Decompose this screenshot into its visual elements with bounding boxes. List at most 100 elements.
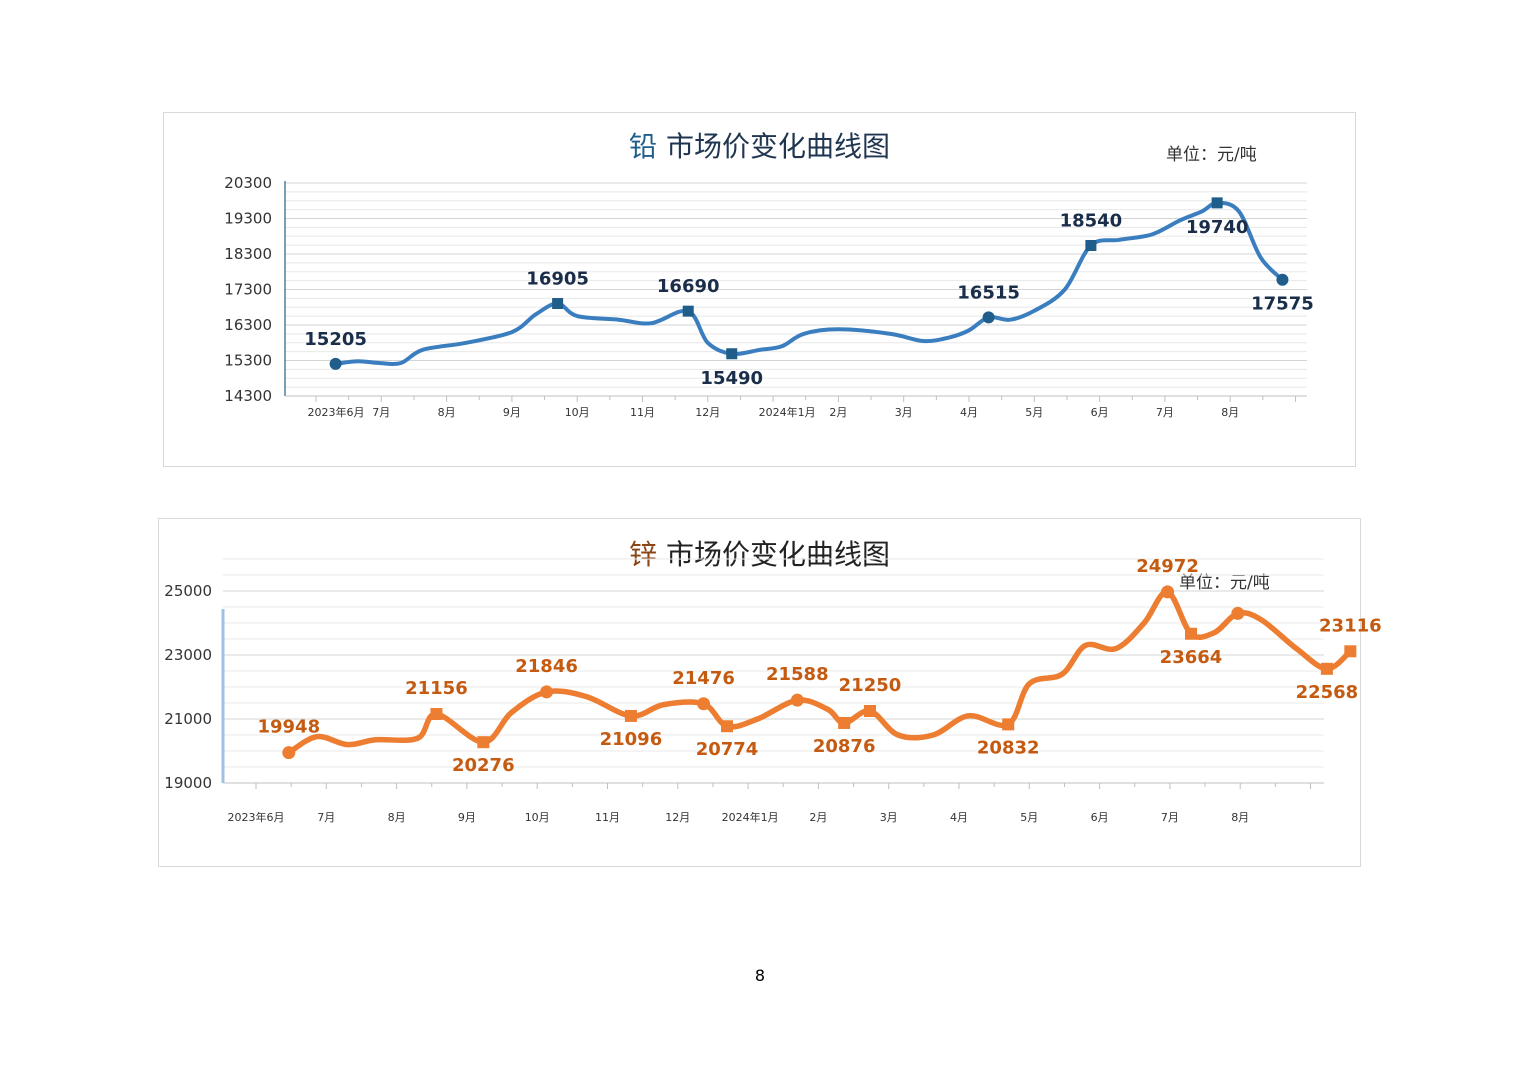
title-metal: 锌 (629, 538, 658, 571)
data-label: 16690 (657, 276, 720, 297)
lead-chart-svg: 14300 15300 16300 17300 18300 19300 20300 2023年… (224, 174, 1314, 419)
x-tick-label: 10月 (525, 811, 550, 824)
data-label: 21096 (600, 729, 663, 750)
x-tick-label: 2023年6月 (228, 810, 285, 824)
data-point-marker (624, 709, 637, 722)
data-label: 20876 (813, 736, 876, 757)
x-tick-label: 2023年6月 (308, 405, 365, 419)
y-tick-label: 21000 (164, 710, 212, 728)
x-tick-label: 3月 (895, 406, 913, 419)
unit-label: 单位：元/吨 (1179, 573, 1270, 593)
series-line (333, 200, 1285, 367)
data-point-marker (790, 693, 804, 707)
data-label: 21156 (405, 678, 468, 699)
x-tick-label: 2月 (809, 811, 827, 824)
title-text: 市场价变化曲线图 (665, 130, 890, 163)
y-tick-label: 17300 (224, 281, 272, 299)
y-tick-label: 16300 (224, 316, 272, 334)
x-tick-label: 7月 (1161, 811, 1179, 824)
data-point-marker (540, 685, 554, 699)
gridlines (285, 182, 1307, 397)
data-point-marker (430, 708, 443, 721)
data-label: 15490 (700, 368, 763, 389)
data-point-marker (1211, 197, 1223, 209)
data-point-marker (1184, 627, 1197, 640)
data-label: 22568 (1296, 682, 1359, 703)
data-label: 18540 (1060, 210, 1123, 231)
data-label: 20276 (452, 755, 515, 776)
x-tick-label: 6月 (1091, 811, 1109, 824)
y-tick-label: 25000 (164, 582, 212, 600)
data-point-marker (282, 746, 296, 760)
x-tick-label: 8月 (438, 406, 456, 419)
data-label: 21588 (766, 664, 829, 685)
data-point-marker (552, 298, 564, 310)
x-tick-label: 8月 (388, 811, 406, 824)
x-tick-label: 12月 (665, 811, 690, 824)
data-label: 21476 (672, 668, 735, 689)
x-tick-label: 11月 (595, 811, 620, 824)
lead-price-chart: 铅 市场价变化曲线图 单位：元/吨 14300 15300 16300 17300 18… (163, 112, 1356, 467)
data-point-marker (1161, 585, 1175, 599)
data-point-marker (1276, 273, 1289, 286)
data-label: 20832 (977, 737, 1040, 758)
x-tick-label: 4月 (950, 811, 968, 824)
zinc-price-chart: 锌 市场价变化曲线图 单位：元/吨 19000 21000 23000 25000 20… (158, 518, 1382, 867)
x-tick-label: 8月 (1231, 811, 1249, 824)
data-label: 23664 (1160, 647, 1223, 668)
zinc-chart-svg: 19000 21000 23000 25000 2023年6月 7月 8月 9月 10月 11月 1… (164, 556, 1381, 824)
data-point-marker (726, 348, 738, 360)
x-tick-label: 7月 (1156, 406, 1174, 419)
data-point-marker (982, 311, 995, 324)
x-tick-label: 2月 (829, 406, 847, 419)
data-label: 15205 (304, 329, 367, 350)
x-tick-label: 7月 (372, 406, 390, 419)
title-metal: 铅 (629, 130, 658, 163)
y-tick-label: 15300 (224, 352, 272, 370)
unit-label: 单位：元/吨 (1166, 145, 1257, 165)
x-tick-label: 10月 (565, 406, 590, 419)
data-label: 20774 (696, 739, 759, 760)
data-point-marker (1085, 239, 1097, 251)
x-tick-label: 9月 (503, 406, 521, 419)
data-point-marker (863, 705, 876, 717)
page-number: 8 (754, 966, 766, 985)
y-tick-label: 20300 (224, 174, 272, 192)
y-tick-label: 19000 (164, 774, 212, 792)
x-tick-label: 7月 (317, 811, 335, 824)
data-label: 19948 (257, 717, 320, 738)
x-tick-label: 6月 (1091, 406, 1109, 419)
data-point-marker (682, 305, 694, 317)
y-tick-label: 23000 (164, 646, 212, 664)
data-point-marker (1002, 718, 1015, 731)
data-point-marker (1320, 662, 1333, 675)
data-point-marker (1231, 606, 1245, 620)
data-label: 21846 (515, 656, 578, 677)
data-label: 21250 (839, 675, 902, 696)
x-tick-label: 2024年1月 (759, 405, 816, 419)
gridlines (223, 558, 1324, 784)
data-label: 16515 (957, 282, 1020, 303)
chart-title: 铅 市场价变化曲线图 (164, 125, 1355, 165)
data-point-marker (838, 716, 851, 729)
x-tick-label: 2024年1月 (722, 810, 779, 824)
data-label: 17575 (1251, 294, 1314, 315)
x-tick-label: 8月 (1221, 406, 1239, 419)
title-text: 市场价变化曲线图 (665, 538, 890, 571)
x-tick-label: 4月 (960, 406, 978, 419)
x-tick-label: 3月 (880, 811, 898, 824)
data-point-marker (721, 720, 734, 733)
data-label: 19740 (1186, 217, 1249, 238)
y-tick-label: 18300 (224, 245, 272, 263)
chart-title: 锌 市场价变化曲线图 (159, 533, 1360, 573)
x-tick-label: 12月 (695, 406, 720, 419)
data-point-marker (697, 697, 711, 711)
data-label: 16905 (526, 269, 589, 290)
x-tick-label: 9月 (458, 811, 476, 824)
data-label: 23116 (1319, 615, 1382, 636)
data-point-marker (477, 736, 490, 749)
y-tick-label: 19300 (224, 210, 272, 228)
data-point-marker (1344, 645, 1357, 658)
x-tick-label: 5月 (1020, 811, 1038, 824)
y-tick-label: 14300 (224, 387, 272, 405)
